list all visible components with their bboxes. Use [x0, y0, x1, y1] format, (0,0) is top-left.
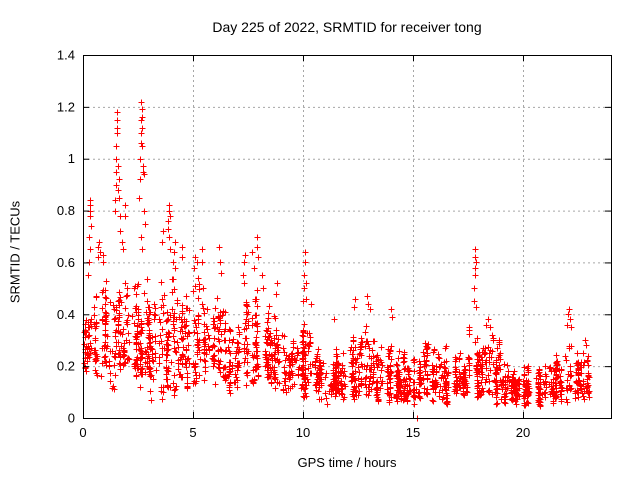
y-tick-label: 0.6 [57, 255, 75, 270]
y-tick-label: 0.2 [57, 359, 75, 374]
x-axis-label: GPS time / hours [297, 455, 397, 470]
x-tick-label: 5 [189, 425, 196, 440]
data-points [81, 99, 593, 422]
y-tick-label: 0.8 [57, 203, 75, 218]
y-tick-label: 1.2 [57, 99, 75, 114]
y-axis-label: SRMTID / TECUs [7, 200, 23, 304]
plot-frame [83, 55, 612, 419]
x-tick-label: 0 [79, 425, 86, 440]
x-tick-label: 20 [516, 425, 530, 440]
x-tick-label: 15 [406, 425, 420, 440]
y-tick-label: 0.4 [57, 307, 75, 322]
y-tick-label: 0 [68, 411, 75, 426]
x-tick-label: 10 [296, 425, 310, 440]
y-tick-label: 1 [68, 151, 75, 166]
y-tick-label: 1.4 [57, 48, 75, 63]
chart-title: Day 225 of 2022, SRMTID for receiver ton… [212, 19, 482, 35]
